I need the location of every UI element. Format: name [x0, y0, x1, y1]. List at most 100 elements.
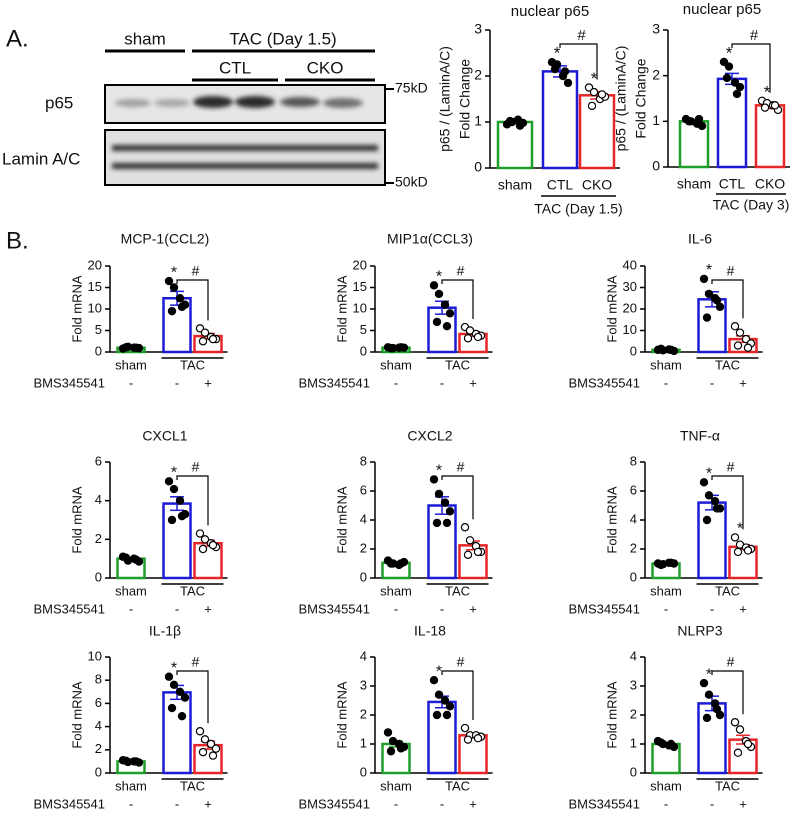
- data-point: [712, 504, 722, 513]
- x-tick-label: sham: [650, 778, 682, 793]
- group-label: TAC: [715, 357, 740, 372]
- panel-label: B.: [6, 227, 29, 254]
- significance-bracket: [559, 43, 598, 80]
- lane-group-label: CTL: [219, 58, 251, 77]
- y-tick-label: 3: [360, 677, 367, 692]
- significance-bracket: [176, 475, 209, 526]
- significance-bracket: [176, 670, 209, 724]
- x-tick-label: sham: [498, 177, 532, 193]
- data-point: [200, 328, 210, 337]
- x-tick-label: CKO: [582, 177, 612, 193]
- treatment-label: -: [710, 375, 714, 390]
- x-tick-label: CTL: [719, 176, 746, 192]
- significance-star: *: [706, 262, 712, 279]
- data-point: [730, 78, 740, 87]
- y-tick-label: 10: [88, 300, 102, 315]
- y-tick-label: 15: [88, 279, 102, 294]
- data-point: [733, 341, 743, 350]
- treatment-label: +: [469, 601, 477, 616]
- y-tick-label: 0: [630, 764, 637, 779]
- data-point: [121, 756, 131, 766]
- data-point: [699, 678, 709, 688]
- bar: [427, 504, 457, 580]
- data-point: [712, 705, 722, 714]
- y-tick-label: 8: [630, 453, 637, 468]
- data-point: [760, 103, 770, 112]
- data-point: [684, 117, 694, 126]
- y-tick-label: 2: [630, 706, 637, 721]
- data-point: [694, 114, 704, 124]
- data-point: [198, 544, 208, 554]
- group-label: TAC: [180, 357, 205, 372]
- data-point: [587, 101, 597, 111]
- row-label: Lamin A/C: [2, 149, 80, 168]
- data-point: [730, 533, 740, 542]
- significance-star: *: [737, 521, 743, 538]
- x-tick-label: sham: [115, 778, 147, 793]
- data-point: [666, 739, 676, 749]
- y-tick-label: 4: [95, 718, 102, 733]
- significance-star: *: [726, 43, 733, 62]
- y-tick-label: 5: [95, 322, 102, 337]
- data-point: [445, 309, 455, 318]
- data-point: [699, 478, 709, 487]
- data-point: [550, 64, 560, 74]
- group-label: TAC: [715, 583, 740, 598]
- bar: [496, 120, 534, 170]
- data-point: [743, 343, 753, 352]
- treatment-label: -: [129, 601, 133, 616]
- y-tick-label: 10: [353, 300, 367, 315]
- x-tick-label: sham: [380, 583, 412, 598]
- data-point: [440, 696, 450, 705]
- treatment-label: +: [739, 796, 747, 811]
- x-tick-label: sham: [650, 583, 682, 598]
- data-point: [131, 757, 141, 766]
- significance-bracket: [711, 670, 744, 715]
- bracket-label: #: [727, 654, 735, 670]
- data-point: [131, 555, 141, 564]
- y-tick-label: 6: [630, 482, 637, 497]
- data-point: [463, 334, 473, 343]
- data-point: [169, 283, 179, 292]
- y-tick-label: 3: [652, 21, 660, 37]
- data-point: [440, 300, 450, 309]
- bracket-label: #: [192, 459, 200, 475]
- bar: [578, 94, 616, 170]
- data-point: [167, 515, 177, 525]
- significance-star: *: [554, 44, 561, 63]
- y-tick-label: 2: [95, 741, 102, 756]
- bar: [754, 104, 786, 169]
- data-point: [460, 523, 470, 532]
- data-point: [563, 78, 573, 88]
- chart-title: nuclear p65: [683, 1, 761, 18]
- data-point: [442, 518, 452, 528]
- bands-p65: [115, 96, 363, 108]
- data-point: [175, 294, 185, 303]
- y-tick-label: 2: [360, 540, 367, 555]
- y-tick-label: 0: [95, 764, 102, 779]
- group-label: TAC: [445, 583, 470, 598]
- chart-title: CXCL2: [407, 428, 452, 444]
- chart-title: MIP1α(CCL3): [387, 231, 473, 247]
- x-tick-label: sham: [380, 357, 412, 372]
- bands-lamin: [112, 145, 378, 169]
- bracket-label: #: [192, 654, 200, 670]
- chart: MCP-1(CCL2) Fold mRNA 0 5 10 15 20 sham - * - + TAC B…: [33, 231, 228, 390]
- y-axis-label: Fold mRNA: [334, 486, 349, 554]
- panel-label: A.: [6, 25, 29, 52]
- x-tick-label: sham: [650, 357, 682, 372]
- y-tick-label: 20: [88, 257, 102, 272]
- data-point: [434, 289, 444, 299]
- treatment-label: +: [739, 601, 747, 616]
- y-tick-label: 1: [652, 112, 660, 128]
- data-point: [702, 515, 712, 525]
- x-tick-label: sham: [115, 357, 147, 372]
- y-tick-label: 3: [474, 21, 482, 37]
- significance-star: *: [171, 465, 177, 482]
- data-point: [180, 693, 190, 702]
- data-point: [710, 496, 720, 506]
- chart: MIP1α(CCL3) Fold mRNA 0 5 10 15 20 sham - * - + TAC B…: [298, 231, 493, 390]
- data-point: [730, 718, 740, 727]
